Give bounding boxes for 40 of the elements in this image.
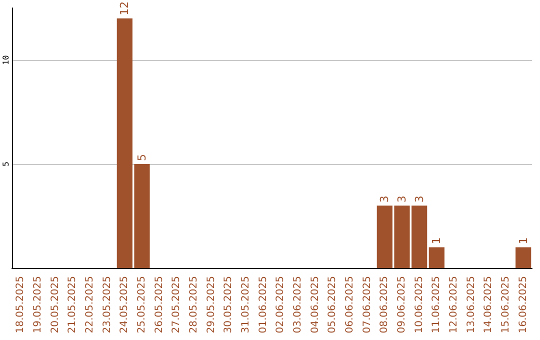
x-tick-label: 16.06.2025 (518, 276, 529, 334)
bar (516, 247, 532, 268)
x-tick-label: 21.05.2025 (67, 276, 78, 334)
x-tick-label: 26.05.2025 (154, 276, 165, 334)
x-tick-label: 14.06.2025 (483, 276, 494, 334)
data-label: 3 (396, 196, 408, 203)
data-label: 5 (136, 154, 148, 161)
bar (428, 247, 444, 268)
x-tick-label: 13.06.2025 (466, 276, 477, 334)
x-tick-label: 09.06.2025 (396, 276, 408, 334)
x-tick-label: 18.05.2025 (15, 276, 26, 334)
data-label: 1 (516, 237, 530, 244)
x-tick-label: 19.05.2025 (32, 276, 44, 334)
x-tick-label: 24.05.2025 (119, 276, 130, 334)
x-tick-label: 23.05.2025 (102, 276, 113, 334)
y-tick-label: 10 (2, 55, 10, 65)
x-tick-label: 04.06.2025 (310, 276, 321, 334)
x-tick-label: 12.06.2025 (448, 276, 460, 334)
x-tick-label: 15.06.2025 (500, 276, 512, 334)
data-label: 12 (118, 1, 132, 16)
x-tick-label: 06.06.2025 (344, 276, 356, 334)
x-tick-label: 05.06.2025 (327, 276, 338, 334)
x-tick-label: 03.06.2025 (292, 276, 304, 334)
x-tick-label: 11.06.2025 (431, 276, 442, 334)
x-tick-label: 07.06.2025 (362, 276, 373, 334)
x-tick-label: 08.06.2025 (379, 276, 390, 334)
x-tick-label: 01.06.2025 (258, 276, 269, 334)
x-tick-label: 22.05.2025 (84, 276, 96, 334)
x-tick-label: 30.05.2025 (223, 276, 234, 334)
x-tick-label: 20.05.2025 (50, 276, 61, 334)
x-tick-label: 02.06.2025 (275, 276, 286, 334)
x-tick-label: 10.06.2025 (414, 276, 425, 334)
data-label: 3 (378, 196, 392, 203)
x-tick-label: 31.05.2025 (240, 276, 252, 334)
x-tick-label: 25.05.2025 (136, 276, 148, 334)
x-tick-label: 28.05.2025 (188, 276, 200, 334)
x-tick-label: 29.05.2025 (206, 276, 217, 334)
data-label: 1 (430, 237, 444, 244)
data-label: 3 (412, 196, 426, 203)
x-tick-label: 27.05.2025 (171, 276, 182, 334)
